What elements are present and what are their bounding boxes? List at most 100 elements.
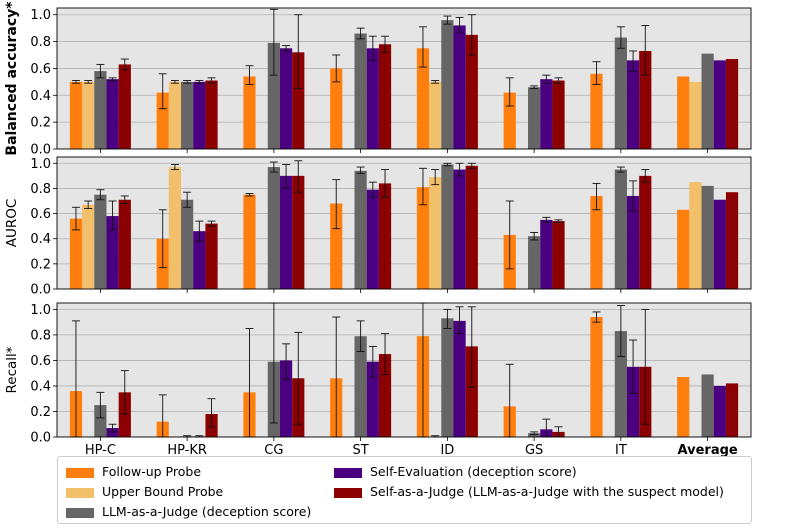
bar-self-evaluation-deception-score-hp-kr: [193, 81, 206, 149]
y-tick-label: 0.2: [30, 116, 51, 131]
bar-self-as-a-judge-llm-as-a-judge-with-the-suspect-model-average: [725, 383, 739, 437]
y-tick-label: 0.0: [30, 143, 51, 158]
x-tick-label: HP-KR: [167, 443, 207, 458]
chart-legend: Follow-up Probe Upper Bound Probe LLM-as…: [57, 456, 752, 524]
bar-llm-as-a-judge-deception-score-id: [441, 20, 454, 150]
bar-llm-as-a-judge-deception-score-hp-c: [94, 405, 107, 437]
bar-self-evaluation-deception-score-gs: [540, 219, 553, 289]
bar-follow-up-probe-gs: [503, 92, 516, 149]
bar-follow-up-probe-st: [330, 68, 343, 149]
bar-self-as-a-judge-llm-as-a-judge-with-the-suspect-model-id: [465, 346, 478, 437]
bar-llm-as-a-judge-deception-score-hp-c: [94, 194, 107, 289]
y-tick-label: 0.8: [30, 328, 51, 343]
bar-self-as-a-judge-llm-as-a-judge-with-the-suspect-model-hp-kr: [205, 223, 218, 289]
bar-self-evaluation-deception-score-id: [453, 320, 466, 437]
bar-self-evaluation-deception-score-it: [626, 195, 640, 289]
y-tick-label: 0.4: [30, 89, 51, 104]
legend-item-self-evaluation: Self-Evaluation (deception score): [334, 464, 577, 480]
bar-upper-bound-probe-id: [429, 177, 442, 289]
bar-upper-bound-probe-hp-kr: [168, 81, 182, 149]
bar-llm-as-a-judge-deception-score-cg: [267, 167, 280, 289]
y-tick-label: 1.0: [30, 157, 51, 172]
x-tick-label: ST: [353, 443, 369, 458]
bar-self-as-a-judge-llm-as-a-judge-with-the-suspect-model-hp-c: [118, 199, 131, 289]
bar-llm-as-a-judge-deception-score-gs: [528, 236, 541, 289]
bar-upper-bound-probe-id: [429, 81, 442, 149]
x-tick-label: ID: [440, 443, 454, 458]
bar-llm-as-a-judge-deception-score-cg: [267, 42, 280, 149]
bar-self-evaluation-deception-score-st: [366, 189, 379, 289]
bar-llm-as-a-judge-deception-score-gs: [528, 433, 541, 437]
bar-self-evaluation-deception-score-hp-c: [106, 216, 119, 289]
bar-llm-as-a-judge-deception-score-hp-c: [94, 71, 107, 149]
bar-upper-bound-probe-hp-c: [82, 81, 95, 149]
bar-self-evaluation-deception-score-hp-c: [106, 79, 119, 149]
bar-llm-as-a-judge-deception-score-it: [614, 169, 627, 289]
y-tick-label: 0.6: [30, 354, 51, 369]
bar-self-evaluation-deception-score-it: [626, 60, 640, 149]
bar-llm-as-a-judge-deception-score-average: [701, 185, 714, 289]
y-tick-label: 0.8: [30, 35, 51, 50]
legend-swatch: [66, 487, 94, 498]
legend-item-llm-as-a-judge: LLM-as-a-Judge (deception score): [66, 504, 311, 520]
bar-follow-up-probe-it: [590, 317, 603, 437]
x-tick-label: HP-C: [85, 443, 116, 458]
bar-follow-up-probe-id: [416, 187, 430, 289]
bar-follow-up-probe-average: [677, 209, 690, 289]
x-tick-label: CG: [264, 443, 283, 458]
bar-self-as-a-judge-llm-as-a-judge-with-the-suspect-model-st: [378, 44, 392, 149]
bar-self-as-a-judge-llm-as-a-judge-with-the-suspect-model-hp-c: [118, 392, 131, 437]
bar-follow-up-probe-cg: [243, 194, 256, 289]
y-tick-label: 0.0: [30, 431, 51, 446]
y-tick-label: 1.0: [30, 303, 51, 318]
x-tick-label: IT: [615, 443, 627, 458]
bar-llm-as-a-judge-deception-score-st: [354, 170, 367, 289]
bar-follow-up-probe-cg: [243, 76, 256, 149]
plot-frame: [56, 156, 752, 290]
bar-upper-bound-probe-hp-kr: [168, 167, 182, 289]
bar-self-evaluation-deception-score-it: [626, 366, 640, 437]
bar-self-as-a-judge-llm-as-a-judge-with-the-suspect-model-average: [725, 59, 739, 149]
bar-upper-bound-probe-average: [689, 182, 702, 289]
bar-self-as-a-judge-llm-as-a-judge-with-the-suspect-model-it: [639, 175, 652, 289]
legend-item-follow-up-probe: Follow-up Probe: [66, 464, 201, 480]
bar-follow-up-probe-st: [330, 203, 343, 289]
bar-llm-as-a-judge-deception-score-hp-kr: [181, 81, 194, 149]
bar-self-as-a-judge-llm-as-a-judge-with-the-suspect-model-gs: [552, 80, 565, 149]
bar-llm-as-a-judge-deception-score-average: [701, 374, 714, 437]
y-tick-label: 0.4: [30, 379, 51, 394]
bar-self-evaluation-deception-score-average: [713, 199, 726, 289]
y-axis-label: Balanced accuracy*: [4, 1, 20, 156]
y-tick-label: 0.4: [30, 232, 51, 247]
y-tick-label: 0.6: [30, 62, 51, 77]
bar-follow-up-probe-it: [590, 195, 603, 289]
y-tick-label: 0.8: [30, 182, 51, 197]
legend-swatch: [66, 507, 94, 518]
bar-llm-as-a-judge-deception-score-it: [614, 331, 627, 437]
bar-self-as-a-judge-llm-as-a-judge-with-the-suspect-model-hp-kr: [205, 80, 218, 149]
panel-auroc: 0.0 0.2 0.4 0.6 0.8 1.0 AUROC: [4, 156, 752, 298]
chart-panels: 0.0 0.2 0.4 0.6 0.8 1.0 Balanced accuracy* 0.0 0…: [4, 1, 752, 458]
legend-label: Upper Bound Probe: [102, 484, 224, 499]
bar-self-as-a-judge-llm-as-a-judge-with-the-suspect-model-average: [725, 192, 739, 289]
bar-self-evaluation-deception-score-gs: [540, 79, 553, 149]
bar-self-evaluation-deception-score-cg: [279, 175, 293, 289]
bar-llm-as-a-judge-deception-score-id: [441, 318, 454, 437]
y-tick-label: 0.2: [30, 257, 51, 272]
legend-label: Self-Evaluation (deception score): [370, 464, 577, 479]
legend-label: Follow-up Probe: [102, 464, 202, 479]
bar-follow-up-probe-average: [677, 76, 690, 149]
bar-follow-up-probe-hp-c: [69, 218, 83, 289]
legend-item-upper-bound-probe: Upper Bound Probe: [66, 484, 223, 500]
legend-swatch: [66, 467, 94, 478]
bar-self-evaluation-deception-score-hp-kr: [193, 231, 206, 289]
bar-self-as-a-judge-llm-as-a-judge-with-the-suspect-model-id: [465, 165, 478, 289]
bar-upper-bound-probe-hp-c: [82, 204, 95, 289]
bar-self-as-a-judge-llm-as-a-judge-with-the-suspect-model-gs: [552, 221, 565, 289]
bar-self-evaluation-deception-score-id: [453, 25, 466, 150]
x-tick-label: GS: [525, 443, 543, 458]
bar-llm-as-a-judge-deception-score-hp-kr: [181, 199, 194, 289]
bar-self-evaluation-deception-score-id: [453, 169, 466, 289]
bar-llm-as-a-judge-deception-score-st: [354, 336, 367, 437]
bar-follow-up-probe-average: [677, 377, 690, 437]
